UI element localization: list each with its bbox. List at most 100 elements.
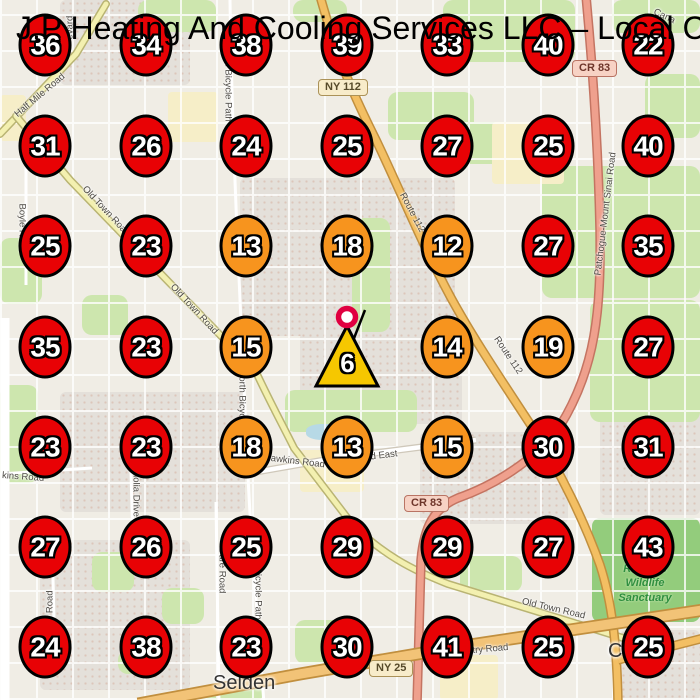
rank-value: 30 <box>533 431 563 462</box>
rank-marker[interactable]: 31 <box>18 114 72 178</box>
rank-marker[interactable]: 29 <box>320 515 374 579</box>
rank-marker[interactable]: 43 <box>621 515 675 579</box>
rank-value: 13 <box>332 431 362 462</box>
rank-marker[interactable]: 22 <box>621 13 675 77</box>
rank-marker[interactable]: 13 <box>320 415 374 479</box>
rank-marker[interactable]: 23 <box>119 214 173 278</box>
rank-value: 18 <box>332 230 362 261</box>
rank-value: 38 <box>231 29 261 60</box>
rank-value: 27 <box>633 331 663 362</box>
road-dare-road <box>214 501 221 700</box>
rank-marker[interactable]: 25 <box>521 615 575 679</box>
rank-marker[interactable]: 41 <box>420 615 474 679</box>
rank-marker[interactable]: 12 <box>420 214 474 278</box>
rank-marker[interactable]: 29 <box>420 515 474 579</box>
rank-value: 24 <box>231 130 261 161</box>
rank-marker[interactable]: 27 <box>521 214 575 278</box>
rank-value: 27 <box>533 531 563 562</box>
rank-marker[interactable]: 14 <box>420 315 474 379</box>
rank-marker[interactable]: 40 <box>621 114 675 178</box>
rank-value: 14 <box>432 331 462 362</box>
rank-marker[interactable]: 27 <box>521 515 575 579</box>
rank-value: 41 <box>432 631 462 662</box>
rank-value: 40 <box>533 29 563 60</box>
rank-marker[interactable]: 38 <box>219 13 273 77</box>
rank-value: 34 <box>131 29 161 60</box>
rank-value: 23 <box>131 431 161 462</box>
rank-marker[interactable]: 18 <box>320 214 374 278</box>
rank-marker[interactable]: 13 <box>219 214 273 278</box>
rank-marker[interactable]: 23 <box>219 615 273 679</box>
rank-value: 36 <box>30 29 60 60</box>
center-marker[interactable]: 6 <box>309 304 385 390</box>
rank-value: 25 <box>533 130 563 161</box>
rank-marker[interactable]: 25 <box>219 515 273 579</box>
rank-marker[interactable]: 35 <box>18 315 72 379</box>
rank-value: 35 <box>633 230 663 261</box>
rank-value: 15 <box>432 431 462 462</box>
rank-marker[interactable]: 25 <box>621 615 675 679</box>
rank-marker[interactable]: 23 <box>18 415 72 479</box>
rank-value: 33 <box>432 29 462 60</box>
rank-marker[interactable]: 27 <box>621 315 675 379</box>
route-badge: NY 25 <box>369 660 414 677</box>
rank-marker[interactable]: 39 <box>320 13 374 77</box>
rank-marker[interactable]: 15 <box>219 315 273 379</box>
rank-marker[interactable]: 34 <box>119 13 173 77</box>
rank-value: 27 <box>432 130 462 161</box>
rank-value: 19 <box>533 331 563 362</box>
rank-value: 25 <box>533 631 563 662</box>
rank-value: 13 <box>231 230 261 261</box>
rank-value: 23 <box>231 631 261 662</box>
rank-value: 18 <box>231 431 261 462</box>
rank-marker[interactable]: 33 <box>420 13 474 77</box>
area-label-line: Sanctuary <box>618 591 672 604</box>
rank-marker[interactable]: 30 <box>521 415 575 479</box>
place-label: Selden <box>213 672 276 694</box>
rank-value: 38 <box>131 631 161 662</box>
route-badge: NY 112 <box>318 79 368 96</box>
rank-value: 40 <box>633 130 663 161</box>
rank-marker[interactable]: 31 <box>621 415 675 479</box>
rank-marker[interactable]: 30 <box>320 615 374 679</box>
rank-value: 31 <box>633 431 663 462</box>
rank-value: 23 <box>131 331 161 362</box>
rank-marker[interactable]: 25 <box>320 114 374 178</box>
rank-marker[interactable]: 25 <box>18 214 72 278</box>
rank-value: 24 <box>30 631 60 662</box>
rank-value: 25 <box>633 631 663 662</box>
rank-value: 27 <box>533 230 563 261</box>
rank-marker[interactable]: 19 <box>521 315 575 379</box>
road-ny-25 <box>137 605 700 700</box>
rank-value: 25 <box>30 230 60 261</box>
rank-marker[interactable]: 36 <box>18 13 72 77</box>
rank-marker[interactable]: 23 <box>119 315 173 379</box>
rank-value: 29 <box>432 531 462 562</box>
rank-marker[interactable]: 23 <box>119 415 173 479</box>
rank-marker[interactable]: 27 <box>420 114 474 178</box>
rank-marker[interactable]: 18 <box>219 415 273 479</box>
rank-value: 35 <box>30 331 60 362</box>
rank-value: 23 <box>131 230 161 261</box>
rank-marker[interactable]: 35 <box>621 214 675 278</box>
road-half-mile <box>0 1 109 137</box>
rank-value: 26 <box>131 130 161 161</box>
rank-marker[interactable]: 25 <box>521 114 575 178</box>
rank-marker[interactable]: 24 <box>219 114 273 178</box>
rank-marker[interactable]: 26 <box>119 515 173 579</box>
rank-value: 27 <box>30 531 60 562</box>
rank-marker[interactable]: 24 <box>18 615 72 679</box>
rank-marker[interactable]: 27 <box>18 515 72 579</box>
rank-value: 23 <box>30 431 60 462</box>
rank-value: 43 <box>633 531 663 562</box>
route-badge: CR 83 <box>572 60 618 77</box>
rank-marker[interactable]: 38 <box>119 615 173 679</box>
rank-value: 30 <box>332 631 362 662</box>
rank-value: 25 <box>332 130 362 161</box>
rank-marker[interactable]: 40 <box>521 13 575 77</box>
rank-marker[interactable]: 26 <box>119 114 173 178</box>
route-badge: CR 83 <box>404 495 450 512</box>
rank-marker[interactable]: 15 <box>420 415 474 479</box>
road-route-112 <box>317 0 622 700</box>
